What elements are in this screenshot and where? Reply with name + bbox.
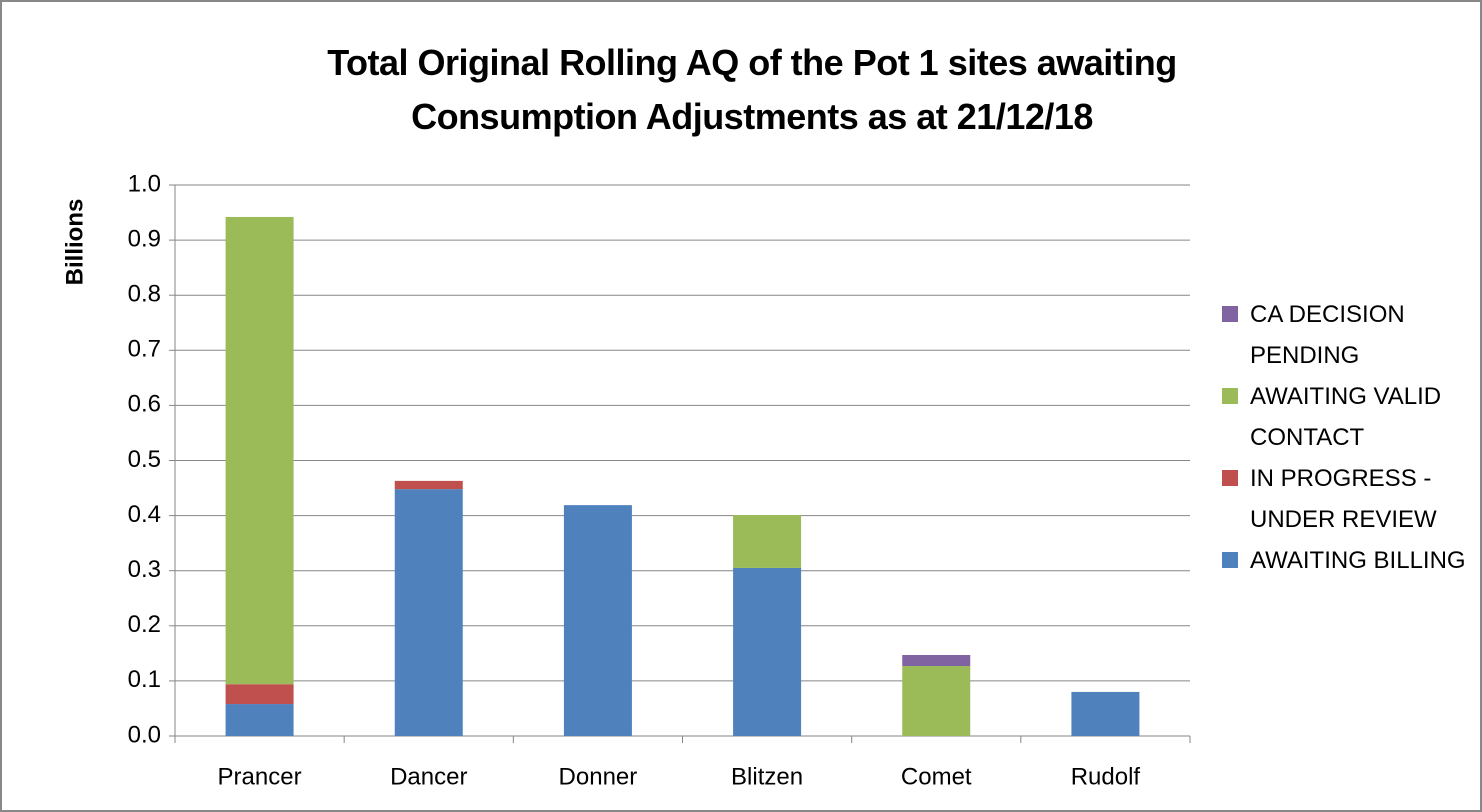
x-tick-label: Donner xyxy=(559,763,638,790)
legend-swatch xyxy=(1222,388,1238,404)
legend-item: AWAITING BILLING xyxy=(1222,540,1472,581)
y-tick-label: 0.0 xyxy=(128,721,161,748)
x-tick-label: Prancer xyxy=(218,763,302,790)
bar-segment xyxy=(902,655,971,667)
y-tick-label: 0.5 xyxy=(128,446,161,473)
y-tick-label: 0.2 xyxy=(128,611,161,638)
bar-segment xyxy=(733,515,802,568)
y-tick-label: 0.1 xyxy=(128,666,161,693)
legend-label: IN PROGRESS - UNDER REVIEW xyxy=(1250,465,1437,533)
bar-segment xyxy=(394,489,463,736)
legend-label: AWAITING BILLING xyxy=(1250,547,1466,574)
legend-item: IN PROGRESS - UNDER REVIEW xyxy=(1222,458,1472,540)
y-tick-label: 0.4 xyxy=(128,501,161,528)
bar-segment xyxy=(225,684,294,705)
bar-segment xyxy=(225,704,294,736)
bar-segment xyxy=(733,567,802,736)
legend-swatch xyxy=(1222,306,1238,322)
legend-label: AWAITING VALID CONTACT xyxy=(1250,383,1442,451)
legend-swatch xyxy=(1222,552,1238,568)
bar-segment xyxy=(1071,691,1140,736)
legend: CA DECISION PENDING AWAITING VALID CONTAC… xyxy=(1222,294,1472,581)
legend-swatch xyxy=(1222,470,1238,486)
y-tick-label: 0.6 xyxy=(128,391,161,418)
x-tick-label: Rudolf xyxy=(1071,763,1141,790)
y-tick-label: 0.3 xyxy=(128,556,161,583)
y-tick-label: 0.7 xyxy=(128,336,161,363)
legend-label: CA DECISION PENDING xyxy=(1250,301,1405,369)
y-tick-label: 0.8 xyxy=(128,281,161,308)
y-axis-label: Billions xyxy=(61,199,88,286)
y-tick-label: 1.0 xyxy=(128,170,161,197)
bar-segment xyxy=(563,505,632,736)
x-tick-label: Blitzen xyxy=(731,763,803,790)
chart-title: Total Original Rolling AQ of the Pot 1 s… xyxy=(327,42,1177,137)
y-tick-label: 0.9 xyxy=(128,225,161,252)
x-tick-label: Dancer xyxy=(390,763,467,790)
bar-segment xyxy=(225,216,294,685)
legend-item: CA DECISION PENDING xyxy=(1222,294,1472,376)
bar-segment xyxy=(902,666,971,736)
x-tick-label: Comet xyxy=(901,763,972,790)
bar-segment xyxy=(394,480,463,490)
legend-item: AWAITING VALID CONTACT xyxy=(1222,376,1472,458)
